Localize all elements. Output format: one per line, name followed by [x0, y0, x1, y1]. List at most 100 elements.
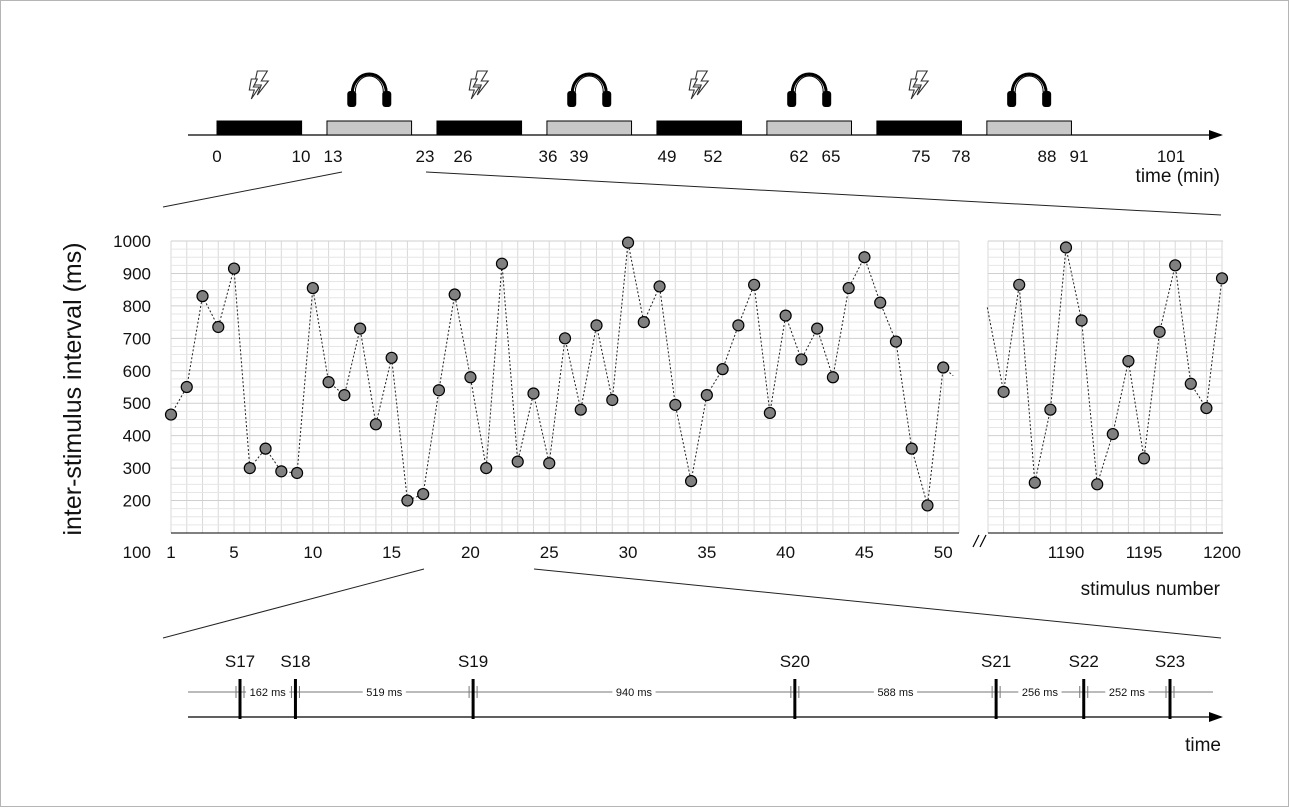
- data-point: [700, 389, 713, 402]
- data-point: [826, 371, 840, 384]
- x-tick-label: 50: [934, 543, 953, 562]
- lightning-bolt-icon: [248, 70, 270, 100]
- data-point: [212, 320, 225, 334]
- data-point: [732, 319, 745, 332]
- x-tick-label: 45: [855, 543, 874, 562]
- y-tick-labels: 100 200 300 400 500 600 700 800 900 1000: [113, 232, 151, 562]
- schedule-tick-label: 52: [704, 147, 723, 166]
- x-tick-label: 15: [382, 543, 401, 562]
- schedule-tick-label: 49: [658, 147, 677, 166]
- schedule-tick-label: 75: [912, 147, 931, 166]
- data-point: [606, 393, 619, 407]
- interval-label: 252 ms: [1109, 687, 1146, 699]
- data-point: [511, 455, 524, 468]
- headphones-icon: [1007, 72, 1052, 107]
- y-tick-label: 600: [123, 362, 151, 381]
- x-tick-label: 40: [776, 543, 795, 562]
- schedule-block-shock: [216, 120, 303, 136]
- schedule-tick-label: 13: [324, 147, 343, 166]
- schedule-tick-label: 26: [454, 147, 473, 166]
- data-point: [432, 384, 446, 397]
- data-point: [684, 474, 698, 488]
- interval-label-bg: [612, 685, 656, 699]
- headphones-icon: [787, 72, 832, 107]
- data-point: [748, 278, 761, 291]
- data-point: [1013, 278, 1026, 291]
- schedule-block-shock: [876, 120, 962, 136]
- data-point: [669, 398, 682, 411]
- y-tick-label: 900: [123, 264, 151, 283]
- interval-label: 256 ms: [1022, 687, 1059, 699]
- schedule-block-audio: [326, 120, 413, 136]
- y-tick-label: 200: [123, 492, 151, 511]
- grid-left: [170, 240, 960, 534]
- interval-label: 940 ms: [616, 687, 653, 699]
- data-point: [811, 322, 824, 335]
- x-axis-label: stimulus number: [1081, 579, 1221, 600]
- x-tick-label: 1195: [1126, 543, 1163, 562]
- data-point: [354, 322, 367, 335]
- interval-label-bg: [362, 685, 406, 699]
- schedule-block-audio: [766, 120, 853, 136]
- schedule-tick-label: 78: [952, 147, 971, 166]
- y-tick-label: 800: [123, 297, 151, 316]
- data-point: [1153, 325, 1166, 338]
- data-point: [495, 257, 509, 270]
- timeline-stimuli: S17 S18 S19 S20 S21 S22 S23: [225, 652, 1185, 719]
- x-tick-label: 5: [229, 543, 238, 562]
- x-tick-label: 30: [619, 543, 638, 562]
- data-point: [874, 296, 887, 309]
- data-point: [275, 465, 288, 478]
- data-point: [1122, 354, 1135, 368]
- y-tick-label: 100: [123, 543, 151, 562]
- schedule-tick-label: 23: [416, 147, 435, 166]
- data-point: [763, 406, 776, 420]
- y-tick-label: 300: [123, 459, 151, 478]
- data-point: [1075, 314, 1088, 327]
- schedule-block-audio: [546, 120, 633, 136]
- data-point: [417, 487, 430, 501]
- x-tick-label: 25: [540, 543, 559, 562]
- data-point: [858, 251, 871, 264]
- data-point: [621, 236, 635, 249]
- schedule-icons: [248, 70, 1052, 107]
- data-point: [180, 380, 193, 394]
- schedule-tick-label: 0: [212, 147, 221, 166]
- data-point: [1028, 476, 1041, 489]
- data-point: [997, 385, 1010, 398]
- schedule-block-shock: [436, 120, 523, 136]
- zoom-line-top-left: [162, 171, 343, 208]
- schedule-tick-label: 36: [539, 147, 558, 166]
- interval-label: 162 ms: [250, 687, 287, 699]
- data-point: [905, 442, 918, 455]
- y-tick-label: 400: [123, 427, 151, 446]
- timeline-intervals: 162 ms 519 ms 940 ms 588 ms 256 ms 252 ms: [246, 685, 1149, 699]
- data-point: [1200, 401, 1213, 415]
- data-point: [1091, 478, 1104, 491]
- data-point: [196, 290, 209, 303]
- x-tick-label: 20: [461, 543, 480, 562]
- data-point: [574, 403, 587, 416]
- x-tick-labels: 1 5 10 15 20 25 30 35 40 45 50 1190 1195 1200: [166, 543, 1241, 562]
- interval-label-bg: [873, 685, 918, 699]
- data-point: [369, 418, 382, 431]
- data-point: [716, 363, 729, 376]
- schedule-tick-label: 91: [1070, 147, 1089, 166]
- data-point: [259, 442, 272, 455]
- stimulus-label: S17: [225, 652, 255, 671]
- stimulus-label: S20: [780, 652, 810, 671]
- schedule-tick-labels: 0 10 13 23 26 36 39 49 52 62 65 75 78 88 91 101: [212, 147, 1185, 166]
- data-point: [480, 462, 493, 475]
- data-point: [795, 353, 808, 366]
- x-tick-label: 1200: [1203, 543, 1241, 562]
- grid-right: [987, 240, 1223, 534]
- schedule-tick-label: 10: [292, 147, 311, 166]
- interval-label-bg: [246, 685, 290, 699]
- lightning-bolt-icon: [908, 70, 930, 100]
- axis-break-marker: [972, 534, 987, 548]
- data-point: [637, 316, 650, 329]
- interval-label: 588 ms: [877, 687, 914, 699]
- series-break-stub: [986, 305, 1005, 392]
- stimulus-label: S19: [458, 652, 488, 671]
